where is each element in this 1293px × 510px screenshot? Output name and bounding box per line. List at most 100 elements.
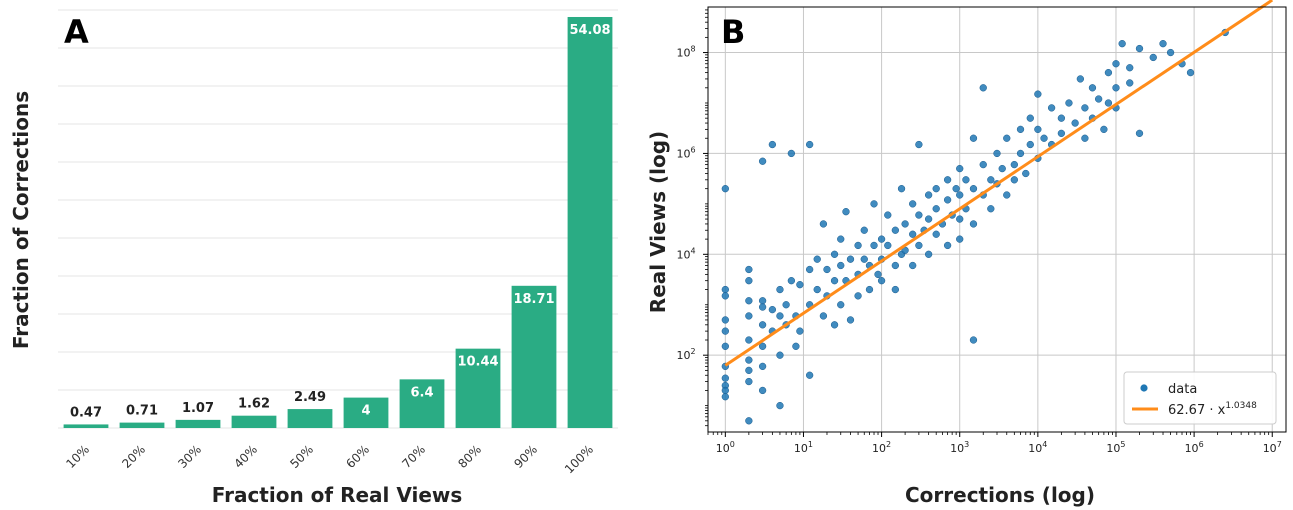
panel-b-x-tick-label: 105 bbox=[1106, 440, 1125, 455]
panel-b-y-tick-label: 106 bbox=[676, 145, 695, 160]
panel-b-data-point bbox=[1112, 84, 1120, 92]
panel-b-legend-box bbox=[1123, 371, 1277, 425]
panel-a-bar-value-label: 0.47 bbox=[70, 405, 102, 420]
panel-b-x-tick-label: 106 bbox=[1185, 440, 1204, 455]
panel-a-bar bbox=[119, 422, 165, 428]
panel-b-data-point bbox=[830, 277, 839, 285]
panel-b-data-point bbox=[854, 241, 862, 250]
panel-a-bar bbox=[567, 16, 613, 428]
panel-a-bar bbox=[455, 348, 501, 428]
panel-b-data-point bbox=[782, 301, 790, 309]
panel-b-legend: data 62.67 · x1.0348 bbox=[1123, 371, 1277, 425]
panel-b-fit-line-path bbox=[724, 0, 1274, 367]
panel-b-data-point bbox=[1034, 125, 1042, 134]
panel-a-bar bbox=[343, 397, 389, 428]
panel-b-data-point bbox=[979, 84, 987, 92]
panel-b-data-point bbox=[837, 301, 845, 309]
panel-b-data-point bbox=[979, 160, 987, 169]
panel-b-data-point bbox=[932, 205, 940, 213]
panel-b-data-point bbox=[745, 356, 753, 364]
panel-b-data-point bbox=[745, 417, 753, 425]
panel-a-bar-value-label: 54.08 bbox=[569, 23, 610, 38]
panel-b-fit-line bbox=[724, 0, 1274, 367]
panel-b-data-point bbox=[1047, 104, 1056, 112]
panel-b-data-point bbox=[837, 261, 845, 270]
panel-b-data-point bbox=[1159, 40, 1167, 48]
panel-b-data-point bbox=[915, 140, 923, 149]
panel-b-data-point bbox=[745, 366, 753, 375]
panel-b-x-ticks: 100 101 102 103 104 105 106 107 bbox=[707, 432, 1282, 455]
panel-b-data-point bbox=[1003, 134, 1011, 142]
panel-b-data-point bbox=[1126, 64, 1134, 72]
panel-a-bar-value-label: 10.44 bbox=[457, 355, 498, 370]
panel-b-data-point bbox=[758, 297, 767, 305]
panel-a-bar bbox=[63, 424, 109, 428]
panel-b-data-point bbox=[842, 208, 850, 216]
panel-b-x-tick-label: 104 bbox=[1028, 440, 1047, 455]
panel-b-data-point bbox=[891, 261, 900, 270]
panel-b-data-point bbox=[891, 226, 900, 234]
panel-b-y-tick-label: 108 bbox=[676, 45, 695, 60]
panel-b-data-point bbox=[1034, 90, 1042, 98]
panel-b-data-point bbox=[721, 185, 729, 193]
panel-b-data-point bbox=[987, 176, 995, 184]
panel-b-data-point bbox=[909, 261, 917, 270]
panel-b-data-point bbox=[915, 211, 923, 219]
panel-b-data-point bbox=[877, 235, 886, 243]
panel-a-bar bbox=[511, 285, 557, 428]
panel-b-data-point bbox=[1135, 129, 1144, 138]
panel-b-data-point bbox=[813, 255, 821, 263]
panel-b-data-point bbox=[758, 321, 767, 329]
panel-a-x-tick-label: 50% bbox=[287, 442, 316, 471]
panel-b-data-point bbox=[1166, 48, 1175, 57]
panel-b-data-point bbox=[924, 191, 933, 199]
panel-b-data-point bbox=[956, 191, 964, 199]
panel-b-data-point bbox=[932, 230, 940, 238]
panel-b-data-point bbox=[897, 185, 906, 193]
panel-b-data-point bbox=[1081, 134, 1089, 142]
panel-a-gridlines bbox=[58, 9, 618, 429]
panel-b-data-point bbox=[915, 241, 923, 250]
panel-b-data-point bbox=[846, 316, 855, 324]
panel-b-data-point bbox=[854, 292, 862, 300]
panel-b-gridlines bbox=[708, 7, 1286, 432]
panel-b-legend-data-marker bbox=[1140, 384, 1148, 392]
panel-a-y-axis-title: Fraction of Corrections bbox=[9, 91, 33, 349]
panel-b-plot-frame bbox=[707, 6, 1287, 433]
panel-a-x-tick-label: 100% bbox=[562, 442, 596, 476]
panel-b-data-point bbox=[805, 140, 814, 149]
panel-b-data-point bbox=[1088, 84, 1097, 92]
panel-b-data-point bbox=[998, 164, 1006, 173]
panel-a-bars bbox=[63, 16, 613, 428]
panel-b-data-point bbox=[877, 277, 886, 285]
panel-a-bar-value-label: 6.4 bbox=[410, 385, 433, 400]
panel-b-data-point bbox=[1076, 75, 1085, 83]
panel-b-data-point bbox=[1057, 129, 1066, 138]
panel-b-data-point bbox=[1071, 119, 1079, 127]
panel-b-data-point bbox=[884, 211, 892, 219]
panel-a-x-tick-label: 30% bbox=[175, 442, 204, 471]
panel-a-x-tick-label: 90% bbox=[511, 442, 540, 471]
panel-b-data-point bbox=[870, 200, 878, 208]
panel-a-x-tick-label: 60% bbox=[343, 442, 372, 471]
panel-b-data-point bbox=[745, 336, 753, 344]
panel-b-data-point bbox=[1065, 99, 1073, 107]
panel-b-data-point bbox=[1104, 68, 1113, 77]
panel-b-data-point bbox=[745, 312, 753, 320]
panel-b-data-point bbox=[891, 285, 900, 294]
panel-b-points bbox=[721, 28, 1229, 425]
panel-b-data-point bbox=[776, 351, 784, 359]
panel-b-data-point bbox=[776, 312, 784, 320]
panel-a-x-tick-label: 10% bbox=[63, 442, 92, 471]
panel-b-data-point bbox=[1118, 40, 1126, 48]
panel-b-data-point bbox=[805, 265, 814, 274]
panel-b-x-tick-label: 103 bbox=[950, 440, 969, 455]
panel-b-x-tick-label: 102 bbox=[872, 440, 891, 455]
panel-b-data-point bbox=[805, 371, 814, 379]
panel-b-data-point bbox=[962, 176, 970, 184]
panel-b-data-point bbox=[758, 386, 767, 395]
panel-b-data-point bbox=[1126, 79, 1134, 87]
panel-b-data-point bbox=[860, 226, 868, 234]
panel-b-data-point bbox=[956, 164, 964, 173]
